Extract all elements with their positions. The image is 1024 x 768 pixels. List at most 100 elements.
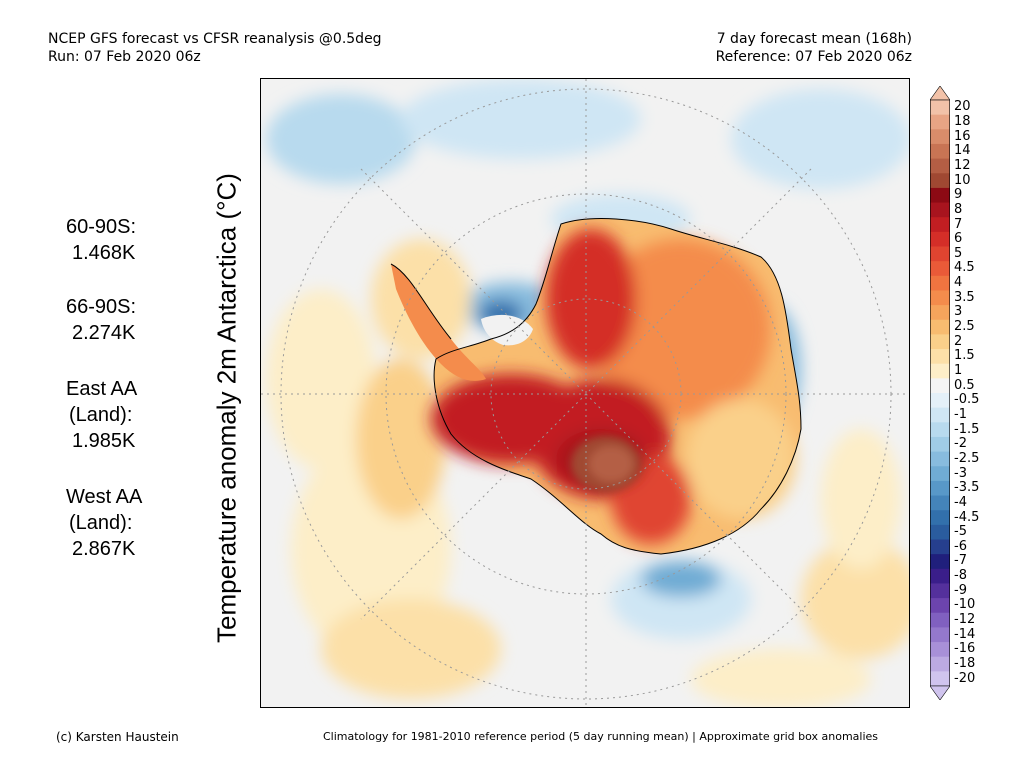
colorbar-segment xyxy=(930,554,950,570)
colorbar-segment xyxy=(930,246,950,262)
header-left: NCEP GFS forecast vs CFSR reanalysis @0.… xyxy=(48,30,382,66)
colorbar-tick-label: 3.5 xyxy=(954,289,975,305)
colorbar-tick-label: 14 xyxy=(954,143,971,159)
colorbar-tick-label: 4.5 xyxy=(954,260,975,276)
colorbar-segment xyxy=(930,129,950,145)
colorbar-tick-label: -0.5 xyxy=(954,392,980,408)
colorbar-tick-label: 16 xyxy=(954,128,971,144)
climatology-note: Climatology for 1981-2010 reference peri… xyxy=(323,730,879,743)
colorbar-tick-label: 8 xyxy=(954,201,963,217)
colorbar-tick-label: 2.5 xyxy=(954,319,975,335)
colorbar-tick-label: 6 xyxy=(954,231,963,247)
colorbar xyxy=(930,86,950,700)
colorbar-segment xyxy=(930,261,950,277)
graticule xyxy=(261,79,909,707)
stat-value: 1.468K xyxy=(72,242,136,264)
reference-time: Reference: 07 Feb 2020 06z xyxy=(715,49,912,65)
stat-value: 1.985K xyxy=(72,430,136,452)
colorbar-tick-label: 4 xyxy=(954,275,963,291)
credit-text: (c) Karsten Haustein xyxy=(56,730,179,744)
run-time: Run: 07 Feb 2020 06z xyxy=(48,49,201,65)
colorbar-tick-label: -4.5 xyxy=(954,509,980,525)
colorbar-segment xyxy=(930,480,950,497)
colorbar-segment xyxy=(930,407,950,423)
colorbar-segment xyxy=(930,642,950,658)
stat-66-90s: 66-90S: 2.274K xyxy=(66,294,136,346)
colorbar-segment xyxy=(930,100,950,116)
colorbar-tick-label: 18 xyxy=(954,113,971,129)
colorbar-segment xyxy=(930,451,950,467)
colorbar-tick-label: 10 xyxy=(954,172,971,188)
colorbar-segment xyxy=(930,290,950,306)
colorbar-segment xyxy=(930,202,950,218)
colorbar-segment xyxy=(930,583,950,599)
colorbar-segment xyxy=(930,671,950,687)
colorbar-tick-label: -18 xyxy=(954,656,976,672)
colorbar-tick-label: 12 xyxy=(954,157,971,173)
colorbar-segment xyxy=(930,275,950,291)
colorbar-segment xyxy=(930,187,950,204)
antarctica-anomaly-map xyxy=(260,78,910,708)
colorbar-tick-label: -2.5 xyxy=(954,450,980,466)
colorbar-segment xyxy=(930,349,950,365)
antarctic-peninsula xyxy=(391,264,486,381)
stat-label: West AA xyxy=(66,486,143,508)
colorbar-tick-label: -3.5 xyxy=(954,480,980,496)
colorbar-segment xyxy=(930,173,950,189)
stat-sublabel: (Land): xyxy=(69,512,133,534)
stat-east-aa: East AA (Land): 1.985K xyxy=(66,376,137,454)
colorbar-segment xyxy=(930,143,950,160)
colorbar-segment xyxy=(930,568,950,584)
colorbar-segment xyxy=(930,656,950,672)
axis-title: Temperature anomaly 2m Antarctica (°C) xyxy=(211,173,242,643)
colorbar-segment xyxy=(930,510,950,526)
stat-label: East AA xyxy=(66,378,138,400)
colorbar-segment xyxy=(930,231,950,247)
colorbar-tick-label: -5 xyxy=(954,524,967,540)
colorbar-tick-label: -9 xyxy=(954,582,967,598)
colorbar-segment xyxy=(930,363,950,379)
colorbar-segment xyxy=(930,627,950,643)
colorbar-tick-label: 9 xyxy=(954,187,963,203)
colorbar-tick-label: -2 xyxy=(954,436,967,452)
colorbar-segment xyxy=(930,217,950,233)
colorbar-tick-label: 5 xyxy=(954,245,963,261)
stat-label: 66-90S: xyxy=(66,296,137,318)
colorbar-tick-label: 0.5 xyxy=(954,377,975,393)
colorbar-segment xyxy=(930,466,950,482)
stat-value: 2.867K xyxy=(72,538,136,560)
colorbar-tick-label: -10 xyxy=(954,597,976,613)
colorbar-segment xyxy=(930,495,950,511)
colorbar-tick-label: -20 xyxy=(954,670,976,686)
stat-60-90s: 60-90S: 1.468K xyxy=(66,214,136,266)
model-title: NCEP GFS forecast vs CFSR reanalysis @0.… xyxy=(48,31,382,47)
colorbar-tick-label: 7 xyxy=(954,216,963,232)
forecast-period: 7 day forecast mean (168h) xyxy=(716,31,912,47)
stat-sublabel: (Land): xyxy=(69,404,133,426)
colorbar-segment xyxy=(930,612,950,628)
map-canvas xyxy=(261,79,909,707)
colorbar-segment xyxy=(930,393,950,409)
colorbar-tick-label: -8 xyxy=(954,568,967,584)
coastline xyxy=(433,218,802,555)
colorbar-segment xyxy=(930,305,950,321)
colorbar-min-arrow xyxy=(930,685,950,700)
colorbar-tick-label: -14 xyxy=(954,626,976,642)
colorbar-segment xyxy=(930,436,950,453)
stat-value: 2.274K xyxy=(72,322,136,344)
colorbar-tick-label: -1.5 xyxy=(954,421,980,437)
colorbar-max-arrow xyxy=(930,86,950,101)
stat-west-aa: West AA (Land): 2.867K xyxy=(66,484,142,562)
colorbar-segment xyxy=(930,524,950,540)
stat-label: 60-90S: xyxy=(66,216,137,238)
colorbar-tick-label: -7 xyxy=(954,553,967,569)
colorbar-segment xyxy=(930,378,950,394)
peninsula-coastline xyxy=(390,263,452,340)
colorbar-segment xyxy=(930,319,950,335)
colorbar-segment xyxy=(930,158,950,174)
colorbar-segment xyxy=(930,334,950,350)
colorbar-tick-label: 20 xyxy=(954,99,971,115)
colorbar-tick-label: -3 xyxy=(954,465,967,481)
colorbar-segment xyxy=(930,114,950,130)
colorbar-tick-label: 1 xyxy=(954,363,963,379)
